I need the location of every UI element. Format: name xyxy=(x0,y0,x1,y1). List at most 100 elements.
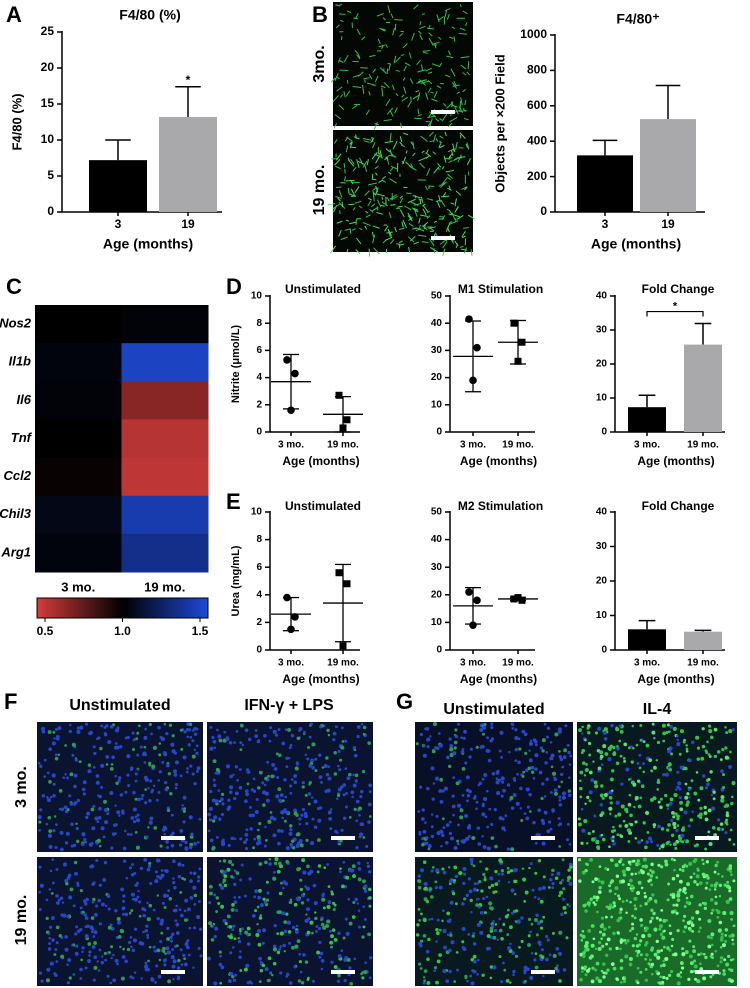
cell xyxy=(733,924,736,927)
cell xyxy=(687,921,691,925)
cell xyxy=(442,969,446,973)
cell xyxy=(622,900,625,903)
cell xyxy=(567,876,571,880)
cell xyxy=(656,917,659,920)
cell xyxy=(297,939,301,943)
cell xyxy=(183,730,186,733)
cell xyxy=(134,928,137,931)
cell xyxy=(144,761,147,764)
y-axis-label: F4/80 (%) xyxy=(9,93,24,150)
cell xyxy=(126,877,129,880)
cell xyxy=(302,953,306,957)
cell xyxy=(729,751,732,754)
cell xyxy=(259,914,262,917)
cell xyxy=(691,916,694,919)
data-point xyxy=(283,356,291,364)
heat-cell xyxy=(122,305,209,344)
cell xyxy=(506,933,509,936)
cell xyxy=(449,832,452,835)
cell xyxy=(504,814,507,817)
cell xyxy=(283,778,286,781)
cell xyxy=(60,807,64,811)
cell xyxy=(183,957,186,960)
cell xyxy=(231,903,235,907)
cell xyxy=(130,833,133,836)
cell xyxy=(457,804,461,808)
cell xyxy=(188,954,191,957)
cell xyxy=(244,931,248,935)
cell xyxy=(594,780,598,784)
cell xyxy=(103,800,107,804)
cell xyxy=(92,901,95,904)
cell xyxy=(476,973,479,976)
cell xyxy=(490,927,493,930)
cell xyxy=(581,939,583,941)
cell xyxy=(461,940,464,943)
cell xyxy=(533,777,536,780)
cell xyxy=(38,866,41,869)
cell xyxy=(308,783,310,785)
cell xyxy=(662,773,665,776)
cell xyxy=(685,783,688,786)
cell xyxy=(156,799,159,802)
cell xyxy=(245,828,248,831)
cell xyxy=(153,785,155,787)
cell xyxy=(481,812,485,816)
cell xyxy=(418,886,422,890)
cell xyxy=(598,767,602,771)
cell xyxy=(56,901,60,905)
cell xyxy=(223,874,227,878)
cell xyxy=(86,812,90,816)
cell xyxy=(149,780,152,783)
cell xyxy=(492,891,495,894)
cell xyxy=(623,757,626,760)
column-label: IFN-γ + LPS xyxy=(244,697,334,714)
cell xyxy=(248,877,251,880)
cell xyxy=(616,762,619,765)
cell xyxy=(67,808,70,811)
cell xyxy=(284,950,286,952)
cell xyxy=(616,801,620,805)
cell xyxy=(546,778,549,781)
cell xyxy=(120,887,124,891)
y-tick-label: 8 xyxy=(256,534,262,545)
cell xyxy=(462,927,466,931)
cell xyxy=(275,794,279,798)
cell xyxy=(166,937,170,941)
cell xyxy=(207,813,211,817)
cell xyxy=(705,751,708,754)
cell xyxy=(712,826,716,830)
cell xyxy=(178,875,181,878)
cell xyxy=(300,843,304,847)
cell xyxy=(129,912,132,915)
cell xyxy=(506,979,510,983)
cell xyxy=(294,903,298,907)
cell xyxy=(38,829,41,832)
cell xyxy=(687,978,690,981)
cell xyxy=(159,770,162,773)
cell xyxy=(175,919,178,922)
cell xyxy=(662,919,666,923)
cell xyxy=(588,742,591,745)
cell xyxy=(578,822,582,826)
cell xyxy=(233,741,236,744)
cell xyxy=(207,957,211,961)
cell xyxy=(299,727,303,731)
cell xyxy=(283,808,286,811)
heat-cell xyxy=(35,343,122,382)
cell xyxy=(671,858,674,861)
cell xyxy=(449,934,452,937)
cell xyxy=(289,784,292,787)
cell xyxy=(107,975,110,978)
cell xyxy=(163,752,167,756)
cell xyxy=(76,827,79,830)
cell xyxy=(208,901,211,904)
cell xyxy=(442,817,445,820)
cell xyxy=(568,794,571,797)
cell xyxy=(289,828,292,831)
cell xyxy=(515,920,518,923)
cell xyxy=(720,769,724,773)
cell xyxy=(274,767,278,771)
cell xyxy=(709,842,713,846)
cell xyxy=(184,918,188,922)
